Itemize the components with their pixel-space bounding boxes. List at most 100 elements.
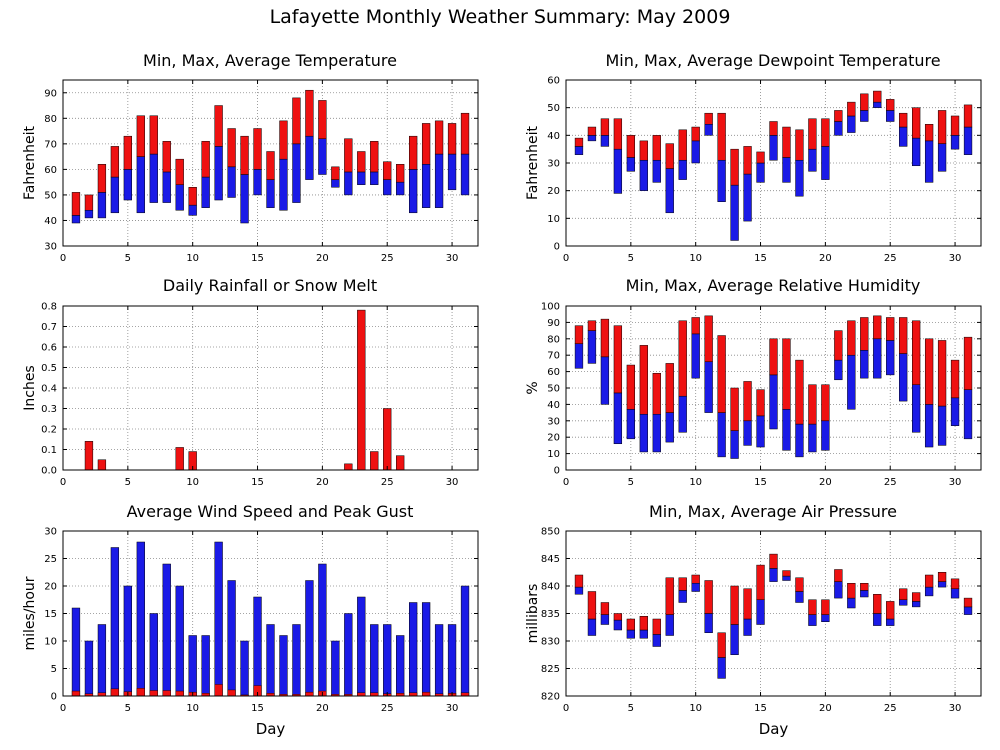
gust-bar-day-21 xyxy=(331,640,340,697)
temperature-lower-bar-day-2 xyxy=(84,209,94,219)
pressure-upper-bar-day-12 xyxy=(717,632,726,658)
temperature-ytick-label: 80 xyxy=(44,114,57,125)
temperature-upper-bar-day-23 xyxy=(357,151,366,173)
humidity-upper-bar-day-3 xyxy=(600,318,610,358)
pressure-upper-bar-day-22 xyxy=(847,583,856,599)
wind-ytick-label: 5 xyxy=(51,664,57,675)
temperature-lower-bar-day-28 xyxy=(421,164,431,208)
avg-wind-bar-day-4 xyxy=(110,688,119,697)
dewpoint-ytick-label: 20 xyxy=(547,186,560,197)
dewpoint-upper-bar-day-9 xyxy=(678,129,687,161)
pressure-ytick-label: 845 xyxy=(541,554,560,565)
pressure-upper-bar-day-10 xyxy=(691,574,700,584)
temperature-lower-bar-day-27 xyxy=(409,169,418,214)
dewpoint-upper-bar-day-4 xyxy=(613,118,623,150)
temperature-upper-bar-day-19 xyxy=(305,89,314,137)
pressure-upper-bar-day-18 xyxy=(795,577,804,592)
humidity-lower-bar-day-13 xyxy=(730,430,739,459)
pressure-upper-bar-day-7 xyxy=(652,618,661,635)
temperature-lower-bar-day-16 xyxy=(266,179,275,208)
humidity-xtick-label: 25 xyxy=(884,477,897,488)
dewpoint-xtick-label: 5 xyxy=(628,253,634,264)
humidity-upper-bar-day-6 xyxy=(639,345,648,415)
dewpoint-lower-bar-day-4 xyxy=(613,148,623,194)
humidity-lower-bar-day-25 xyxy=(886,340,895,376)
humidity-upper-bar-day-24 xyxy=(873,315,882,340)
pressure-lower-bar-day-9 xyxy=(678,590,687,603)
pressure-upper-bar-day-23 xyxy=(860,583,869,591)
humidity-lower-bar-day-16 xyxy=(769,374,778,430)
dewpoint-lower-bar-day-28 xyxy=(924,140,934,183)
temperature-upper-bar-day-10 xyxy=(188,187,197,206)
rainfall-xtick-label: 15 xyxy=(251,477,264,488)
pressure-lower-bar-day-7 xyxy=(652,634,661,647)
dewpoint-upper-bar-day-13 xyxy=(730,148,739,186)
humidity-lower-bar-day-24 xyxy=(873,338,882,379)
gust-bar-day-2 xyxy=(84,640,94,697)
temperature-lower-bar-day-9 xyxy=(175,184,184,211)
pressure-lower-bar-day-28 xyxy=(924,586,934,597)
dewpoint-upper-bar-day-17 xyxy=(782,126,791,158)
dewpoint-upper-bar-day-29 xyxy=(937,110,947,144)
rainfall-xtick-label: 0 xyxy=(60,477,66,488)
humidity-upper-bar-day-26 xyxy=(899,317,908,354)
rain-bar-day-2 xyxy=(84,441,94,471)
temperature-lower-bar-day-26 xyxy=(396,181,405,196)
dewpoint-lower-bar-day-19 xyxy=(808,148,817,172)
humidity-ytick-label: 100 xyxy=(541,302,560,313)
dewpoint-upper-bar-day-16 xyxy=(769,121,778,136)
dewpoint-upper-bar-day-14 xyxy=(743,146,752,175)
humidity-lower-bar-day-18 xyxy=(795,423,804,458)
temperature-upper-bar-day-8 xyxy=(162,141,171,173)
pressure-xtick-label: 30 xyxy=(949,703,962,714)
pressure-lower-bar-day-3 xyxy=(600,614,610,625)
dewpoint-upper-bar-day-10 xyxy=(691,126,700,142)
pressure-lower-bar-day-21 xyxy=(834,581,843,599)
temperature-xtick-label: 20 xyxy=(316,253,329,264)
rainfall-ytick-label: 0.1 xyxy=(41,445,57,456)
humidity-ylabel: % xyxy=(525,381,541,394)
wind-xtick-label: 5 xyxy=(125,703,131,714)
humidity-lower-bar-day-2 xyxy=(587,330,597,364)
dewpoint-upper-bar-day-15 xyxy=(756,151,765,164)
dewpoint-lower-bar-day-16 xyxy=(769,135,778,161)
dewpoint-ytick-label: 30 xyxy=(547,159,560,170)
rain-bar-day-9 xyxy=(175,447,184,471)
pressure-lower-bar-day-30 xyxy=(950,588,960,599)
pressure-lower-bar-day-22 xyxy=(847,597,856,609)
dewpoint-upper-bar-day-23 xyxy=(860,93,869,111)
humidity-upper-bar-day-1 xyxy=(574,325,584,344)
dewpoint-lower-bar-day-7 xyxy=(652,159,661,183)
humidity-ytick-label: 0 xyxy=(554,466,560,477)
pressure-lower-bar-day-27 xyxy=(912,601,921,608)
avg-wind-bar-day-8 xyxy=(162,690,171,697)
wind-ytick-label: 20 xyxy=(44,582,57,593)
temperature-upper-bar-day-20 xyxy=(318,100,327,139)
humidity-ytick-label: 20 xyxy=(547,433,560,444)
wind-panel-title: Average Wind Speed and Peak Gust xyxy=(127,502,414,521)
temperature-upper-bar-day-18 xyxy=(292,97,301,145)
dewpoint-xtick-label: 20 xyxy=(819,253,832,264)
avg-wind-bar-day-28 xyxy=(422,691,431,697)
temperature-upper-bar-day-4 xyxy=(110,146,120,178)
humidity-xtick-label: 5 xyxy=(628,477,634,488)
humidity-lower-bar-day-6 xyxy=(639,413,648,453)
dewpoint-upper-bar-day-28 xyxy=(924,124,934,142)
humidity-lower-bar-day-3 xyxy=(600,356,610,405)
humidity-xtick-label: 10 xyxy=(689,477,702,488)
gust-bar-day-19 xyxy=(305,580,314,697)
humidity-lower-bar-day-23 xyxy=(860,350,869,379)
humidity-upper-bar-day-30 xyxy=(950,359,960,399)
rainfall-xtick-label: 5 xyxy=(125,477,131,488)
pressure-xlabel: Day xyxy=(759,720,789,738)
avg-wind-bar-day-12 xyxy=(214,684,223,697)
temperature-upper-bar-day-22 xyxy=(344,138,353,173)
dewpoint-lower-bar-day-8 xyxy=(665,168,674,214)
pressure-lower-bar-day-13 xyxy=(730,624,739,655)
humidity-lower-bar-day-14 xyxy=(743,420,752,446)
pressure-lower-bar-day-4 xyxy=(613,619,623,631)
humidity-ytick-label: 90 xyxy=(547,318,560,329)
dewpoint-lower-bar-day-17 xyxy=(782,157,791,183)
gust-bar-day-24 xyxy=(370,624,379,697)
dewpoint-lower-bar-day-23 xyxy=(860,110,869,122)
